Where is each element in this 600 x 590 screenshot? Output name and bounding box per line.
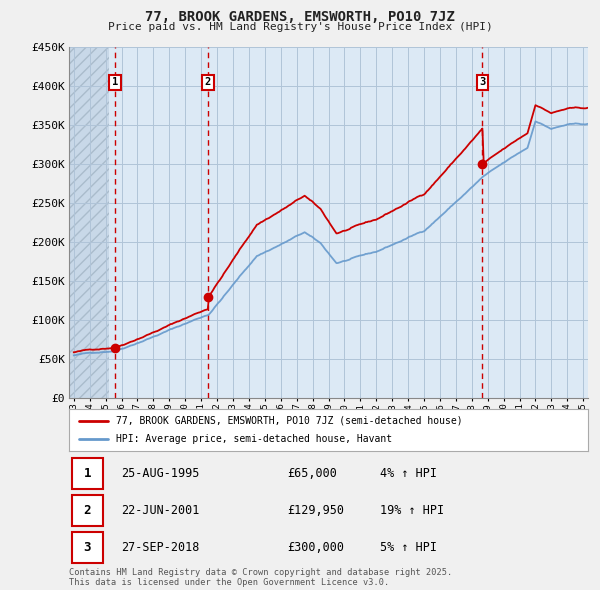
Text: 4% ↑ HPI: 4% ↑ HPI [380, 467, 437, 480]
Text: £129,950: £129,950 [287, 504, 344, 517]
FancyBboxPatch shape [71, 458, 103, 489]
Text: 27-SEP-2018: 27-SEP-2018 [121, 541, 199, 554]
Text: 19% ↑ HPI: 19% ↑ HPI [380, 504, 445, 517]
Text: 77, BROOK GARDENS, EMSWORTH, PO10 7JZ: 77, BROOK GARDENS, EMSWORTH, PO10 7JZ [145, 10, 455, 24]
Text: 3: 3 [83, 541, 91, 554]
Text: £65,000: £65,000 [287, 467, 337, 480]
Text: Contains HM Land Registry data © Crown copyright and database right 2025.
This d: Contains HM Land Registry data © Crown c… [69, 568, 452, 587]
Text: Price paid vs. HM Land Registry's House Price Index (HPI): Price paid vs. HM Land Registry's House … [107, 22, 493, 32]
Text: HPI: Average price, semi-detached house, Havant: HPI: Average price, semi-detached house,… [116, 434, 392, 444]
Text: 5% ↑ HPI: 5% ↑ HPI [380, 541, 437, 554]
Text: 1: 1 [112, 77, 118, 87]
FancyBboxPatch shape [71, 532, 103, 563]
Text: 2: 2 [205, 77, 211, 87]
Text: 22-JUN-2001: 22-JUN-2001 [121, 504, 199, 517]
Text: 77, BROOK GARDENS, EMSWORTH, PO10 7JZ (semi-detached house): 77, BROOK GARDENS, EMSWORTH, PO10 7JZ (s… [116, 416, 463, 426]
FancyBboxPatch shape [71, 494, 103, 526]
Text: 3: 3 [479, 77, 485, 87]
Text: 25-AUG-1995: 25-AUG-1995 [121, 467, 199, 480]
Text: 2: 2 [83, 504, 91, 517]
Text: 1: 1 [83, 467, 91, 480]
Text: £300,000: £300,000 [287, 541, 344, 554]
